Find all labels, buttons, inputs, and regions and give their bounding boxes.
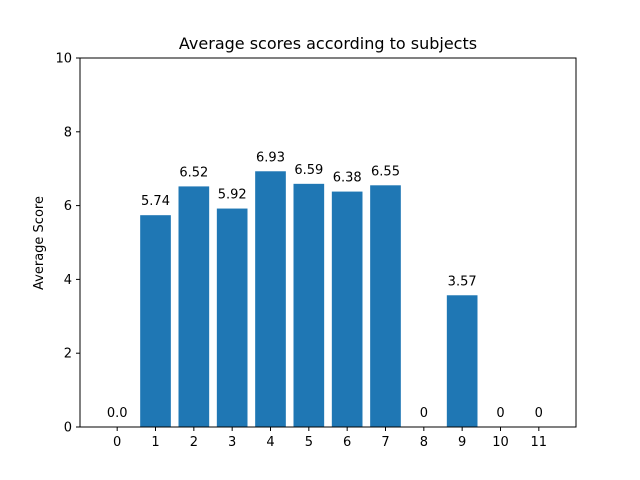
x-tick-label-9: 9 — [458, 435, 466, 450]
y-tick-label-6: 6 — [64, 199, 72, 214]
data-label-11: 0 — [535, 406, 543, 421]
x-tick-label-6: 6 — [343, 435, 351, 450]
data-label-1: 5.74 — [141, 194, 170, 209]
bar-5 — [293, 183, 325, 427]
data-label-7: 6.55 — [371, 164, 400, 179]
x-tick-label-0: 0 — [113, 435, 121, 450]
y-tick-label-2: 2 — [64, 347, 72, 362]
x-tick-label-4: 4 — [266, 435, 274, 450]
x-tick-label-11: 11 — [531, 435, 548, 450]
data-labels-layer: 0.0 5.74 6.52 5.92 6.93 6.59 6.38 6.55 0 3.57 0 0 — [107, 150, 543, 421]
bar-4 — [255, 171, 286, 427]
y-tick-label-4: 4 — [64, 273, 72, 288]
y-axis-label: Average Score — [32, 196, 47, 290]
bar-2 — [178, 186, 210, 427]
data-label-4: 6.93 — [256, 150, 285, 165]
data-label-2: 6.52 — [179, 165, 208, 180]
bars-layer — [140, 171, 478, 427]
x-tick-label-3: 3 — [228, 435, 236, 450]
bar-1 — [140, 215, 171, 427]
x-tick-label-5: 5 — [305, 435, 313, 450]
plot-frame — [79, 57, 577, 428]
x-tick-label-10: 10 — [492, 435, 509, 450]
data-label-3: 5.92 — [218, 188, 247, 203]
data-label-6: 6.38 — [333, 171, 362, 186]
data-label-9: 3.57 — [448, 274, 477, 289]
bar-6 — [331, 191, 363, 427]
data-label-0: 0.0 — [107, 406, 128, 421]
y-tick-label-10: 10 — [55, 52, 72, 67]
x-tick-label-2: 2 — [190, 435, 198, 450]
data-label-8: 0 — [420, 406, 428, 421]
data-label-10: 0 — [496, 406, 504, 421]
bar-9 — [446, 295, 478, 427]
data-label-5: 6.59 — [294, 163, 323, 178]
y-tick-label-8: 8 — [64, 125, 72, 140]
y-tick-label-0: 0 — [64, 421, 72, 436]
x-tick-label-1: 1 — [151, 435, 159, 450]
x-tick-label-7: 7 — [381, 435, 389, 450]
bar-3 — [216, 208, 248, 427]
x-axis-ticks: 0 1 2 3 4 5 6 7 8 9 10 11 — [113, 427, 547, 450]
bar-7 — [370, 185, 401, 427]
y-axis-ticks: 0 2 4 6 8 10 — [55, 52, 80, 436]
chart-title: Average scores according to subjects — [179, 34, 477, 53]
x-tick-label-8: 8 — [420, 435, 428, 450]
